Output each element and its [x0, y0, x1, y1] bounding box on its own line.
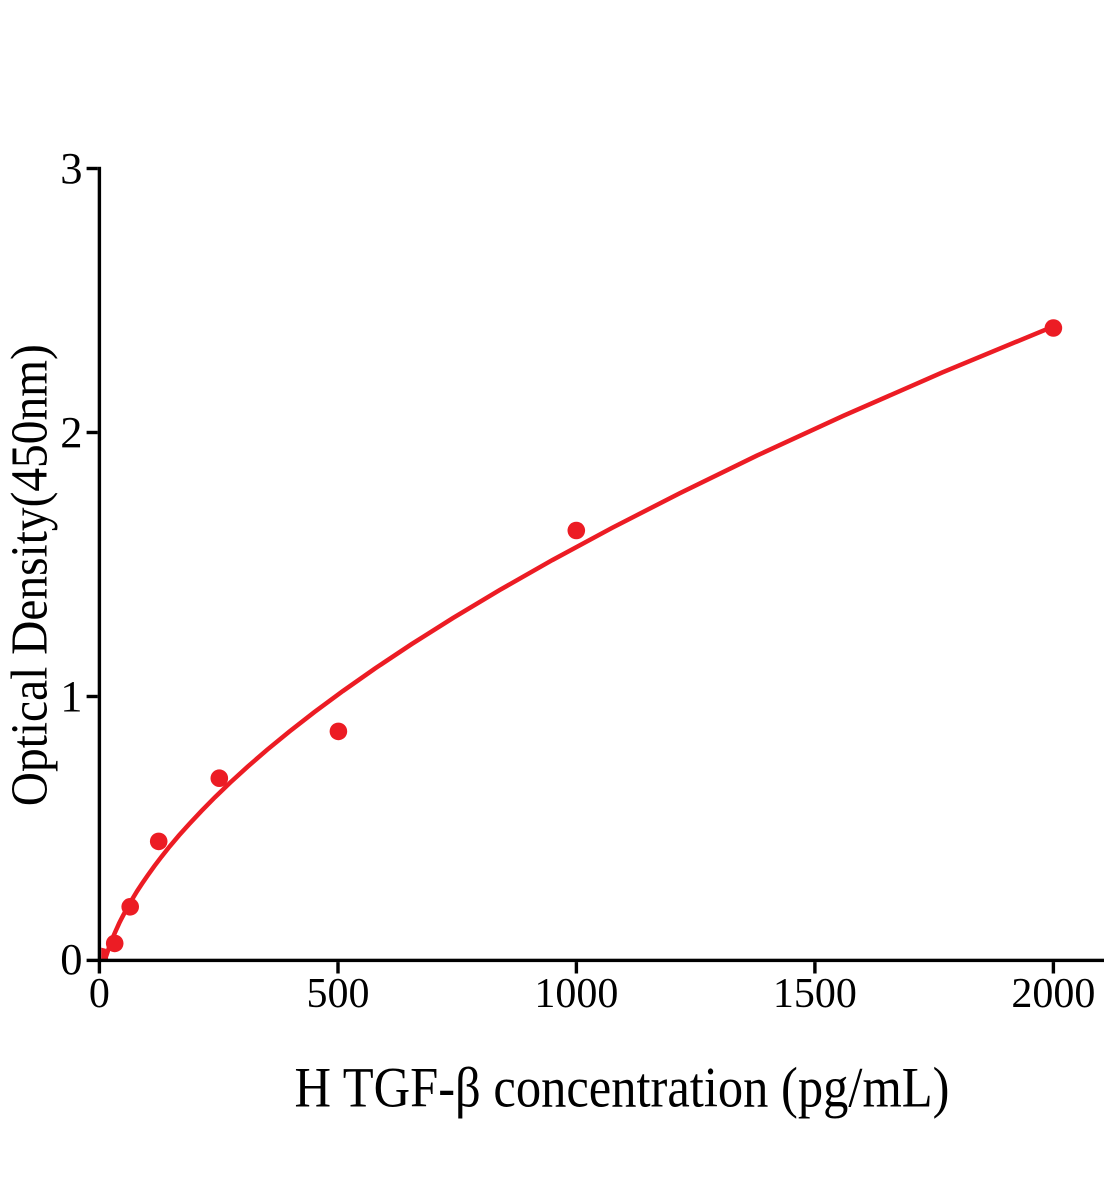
svg-text:0: 0	[60, 934, 82, 984]
svg-text:3: 3	[60, 143, 82, 193]
svg-text:1: 1	[60, 671, 82, 721]
svg-text:Optical Density(450nm): Optical Density(450nm)	[2, 344, 59, 806]
svg-text:1500: 1500	[773, 971, 857, 1017]
svg-text:H TGF-β concentration (pg/mL): H TGF-β concentration (pg/mL)	[295, 1056, 950, 1119]
svg-text:1000: 1000	[534, 971, 618, 1017]
svg-text:2: 2	[60, 407, 82, 457]
svg-text:2000: 2000	[1011, 971, 1095, 1017]
svg-text:500: 500	[307, 971, 370, 1017]
svg-text:0: 0	[89, 971, 110, 1017]
